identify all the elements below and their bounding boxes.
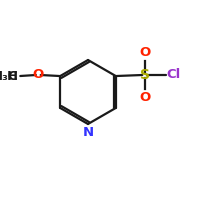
- Text: O: O: [139, 91, 150, 104]
- Text: H₃C: H₃C: [0, 70, 18, 82]
- Text: S: S: [140, 68, 150, 82]
- Text: H: H: [7, 70, 18, 82]
- Text: Cl: Cl: [167, 68, 181, 82]
- Text: O: O: [139, 46, 150, 59]
- Text: O: O: [33, 68, 44, 82]
- Text: N: N: [82, 126, 94, 139]
